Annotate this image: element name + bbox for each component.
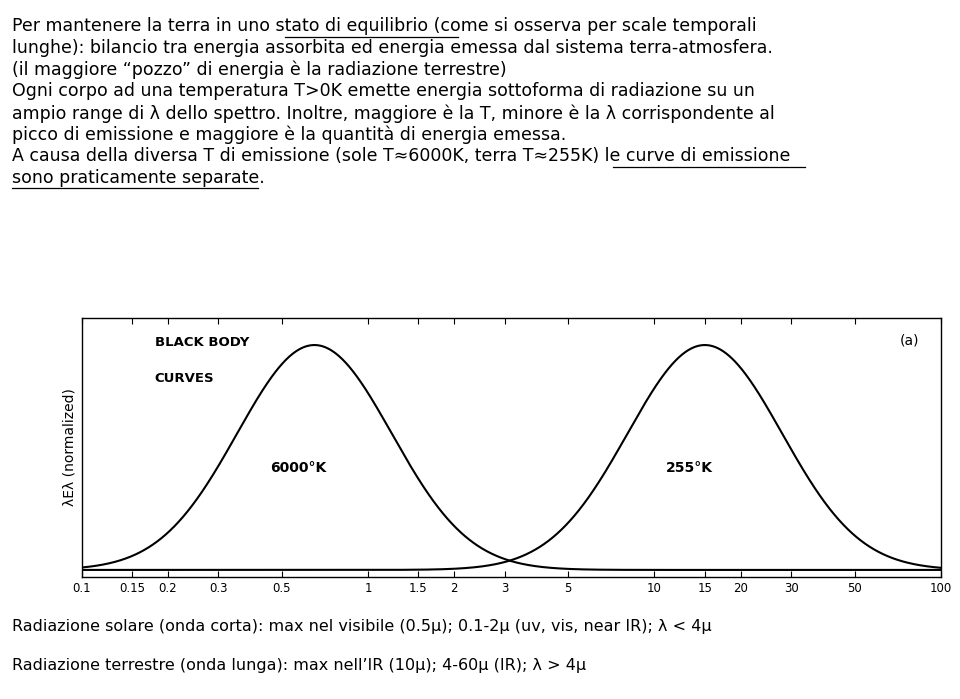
Text: ampio range di λ dello spettro. Inoltre, maggiore è la T, minore è la λ corrispo: ampio range di λ dello spettro. Inoltre,…	[12, 104, 775, 122]
Text: Per mantenere la terra in uno stato di equilibrio (come si osserva per scale tem: Per mantenere la terra in uno stato di e…	[12, 17, 756, 36]
Text: (a): (a)	[900, 333, 920, 347]
Text: Radiazione terrestre (onda lunga): max nell’IR (10μ); 4-60μ (IR); λ > 4μ: Radiazione terrestre (onda lunga): max n…	[12, 658, 586, 673]
Text: lunghe): bilancio tra energia assorbita ed energia emessa dal sistema terra-atmo: lunghe): bilancio tra energia assorbita …	[12, 39, 773, 57]
Text: picco di emissione e maggiore è la quantità di energia emessa.: picco di emissione e maggiore è la quant…	[12, 126, 565, 144]
Text: BLACK BODY: BLACK BODY	[155, 336, 249, 349]
Text: CURVES: CURVES	[155, 373, 214, 385]
Text: (il maggiore “pozzo” di energia è la radiazione terrestre): (il maggiore “pozzo” di energia è la rad…	[12, 61, 506, 79]
Text: Radiazione solare (onda corta): max nel visibile (0.5μ); 0.1-2μ (uv, vis, near I: Radiazione solare (onda corta): max nel …	[12, 619, 711, 633]
Text: 255°K: 255°K	[666, 461, 713, 475]
Text: A causa della diversa T di emissione (sole T≈6000K, terra T≈255K) le curve di em: A causa della diversa T di emissione (so…	[12, 147, 790, 166]
Y-axis label: λEλ (normalized): λEλ (normalized)	[62, 389, 76, 506]
Text: 6000°K: 6000°K	[271, 461, 326, 475]
Text: sono praticamente separate.: sono praticamente separate.	[12, 169, 264, 187]
Text: Ogni corpo ad una temperatura T>0K emette energia sottoforma di radiazione su un: Ogni corpo ad una temperatura T>0K emett…	[12, 82, 755, 101]
